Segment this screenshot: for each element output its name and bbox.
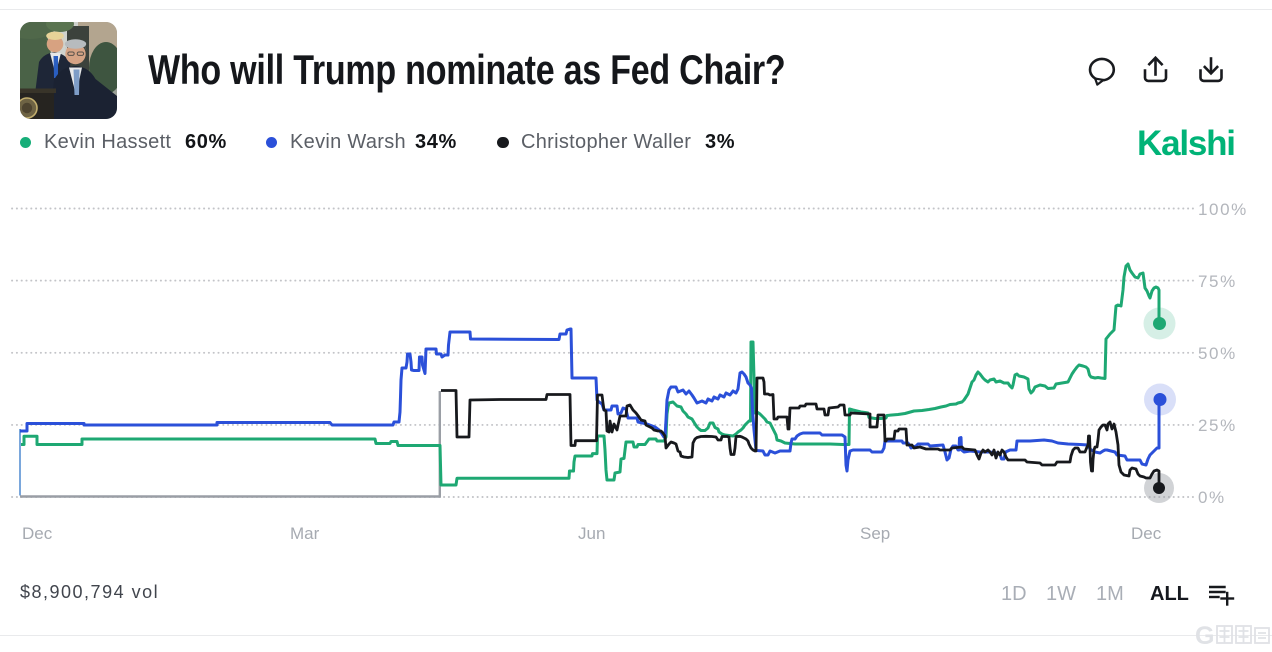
svg-text:G: G	[1195, 622, 1214, 650]
